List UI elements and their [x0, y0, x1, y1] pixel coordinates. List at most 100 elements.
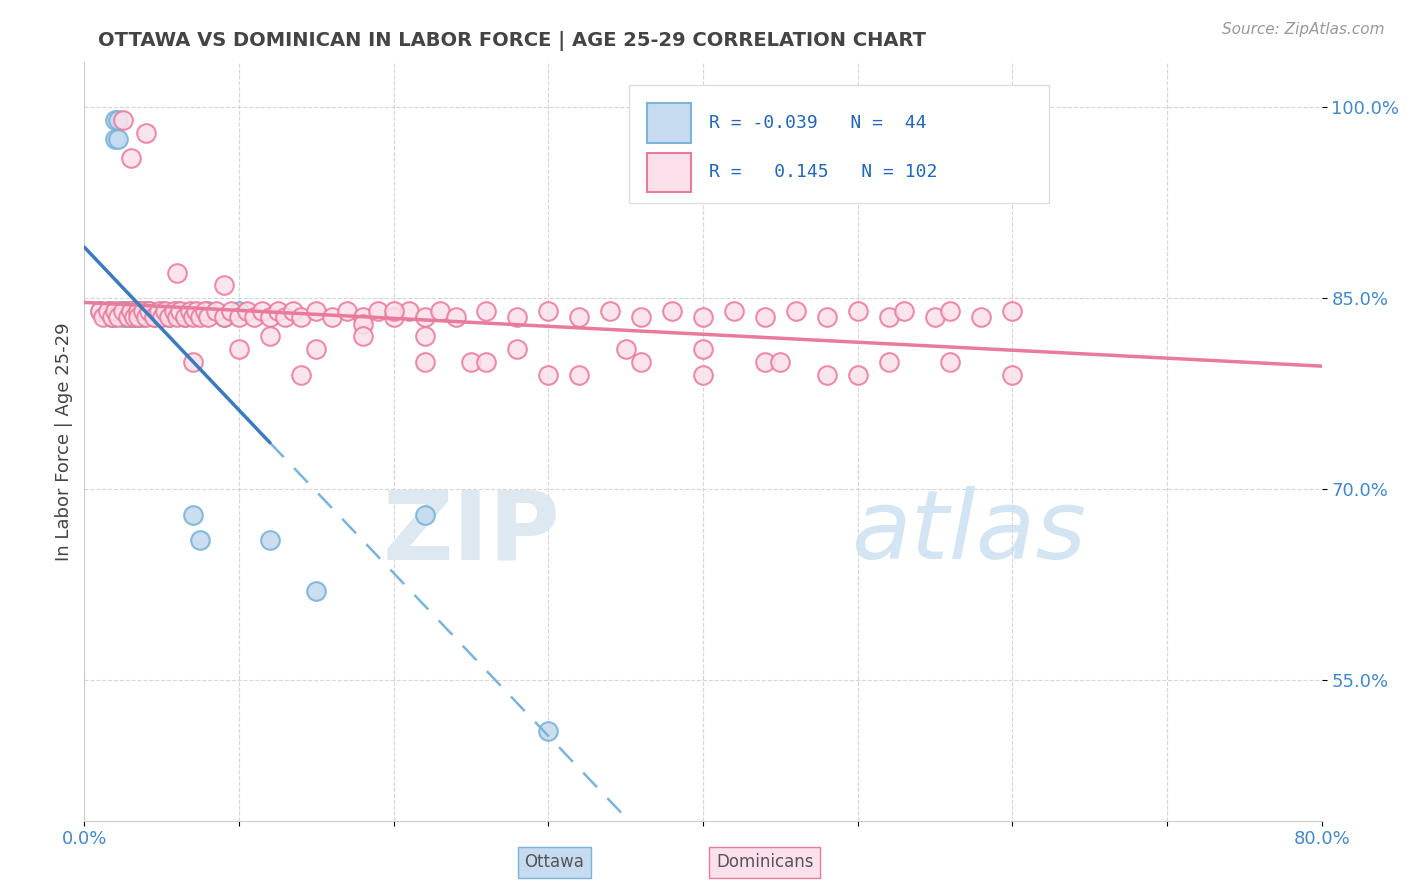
Point	[413, 508, 436, 522]
Point	[118, 310, 141, 325]
Point	[243, 310, 266, 325]
Point	[179, 304, 201, 318]
Point	[692, 310, 714, 325]
Point	[212, 310, 235, 325]
Point	[188, 533, 211, 548]
Point	[132, 304, 155, 318]
Point	[129, 310, 152, 325]
Point	[143, 310, 166, 325]
Point	[413, 355, 436, 369]
Text: R =   0.145   N = 102: R = 0.145 N = 102	[709, 163, 938, 181]
Point	[120, 304, 142, 318]
Point	[305, 342, 328, 356]
Point	[166, 266, 188, 280]
Point	[661, 304, 683, 318]
Point	[398, 304, 420, 318]
Point	[599, 304, 621, 318]
Point	[815, 368, 838, 382]
Point	[382, 304, 405, 318]
Point	[259, 329, 281, 343]
Text: OTTAWA VS DOMINICAN IN LABOR FORCE | AGE 25-29 CORRELATION CHART: OTTAWA VS DOMINICAN IN LABOR FORCE | AGE…	[98, 31, 927, 51]
Point	[537, 724, 560, 739]
Point	[89, 304, 111, 318]
Point	[150, 304, 173, 318]
Point	[259, 533, 281, 548]
Point	[846, 368, 869, 382]
Point	[970, 310, 993, 325]
Point	[96, 304, 118, 318]
Point	[132, 310, 155, 325]
Point	[429, 304, 451, 318]
Y-axis label: In Labor Force | Age 25-29: In Labor Force | Age 25-29	[55, 322, 73, 561]
Point	[117, 310, 139, 325]
Point	[630, 355, 652, 369]
Point	[89, 304, 111, 318]
Point	[114, 310, 136, 325]
Point	[96, 304, 118, 318]
Point	[112, 310, 135, 325]
Point	[382, 310, 405, 325]
Point	[413, 329, 436, 343]
Point	[250, 304, 273, 318]
Point	[614, 342, 637, 356]
Point	[127, 310, 149, 325]
Point	[163, 304, 186, 318]
Point	[537, 368, 560, 382]
Point	[460, 355, 482, 369]
Point	[117, 304, 139, 318]
Point	[352, 310, 374, 325]
Point	[174, 310, 197, 325]
Point	[112, 112, 135, 127]
Point	[537, 304, 560, 318]
Point	[754, 310, 776, 325]
Point	[184, 304, 207, 318]
Point	[197, 310, 219, 325]
Text: Ottawa: Ottawa	[524, 854, 585, 871]
Point	[138, 304, 160, 318]
Point	[352, 317, 374, 331]
Point	[181, 355, 204, 369]
Point	[815, 310, 838, 325]
Point	[107, 310, 129, 325]
Point	[219, 304, 242, 318]
Point	[101, 310, 124, 325]
Point	[228, 304, 250, 318]
Point	[120, 304, 142, 318]
Point	[127, 304, 149, 318]
Point	[104, 304, 127, 318]
Point	[104, 132, 127, 146]
Point	[150, 310, 173, 325]
Point	[939, 355, 962, 369]
Point	[235, 304, 259, 318]
Point	[125, 310, 148, 325]
Point	[785, 304, 807, 318]
Point	[135, 126, 157, 140]
Point	[181, 508, 204, 522]
Text: atlas: atlas	[852, 486, 1087, 579]
Point	[159, 310, 180, 325]
Bar	[647, 103, 690, 143]
Point	[166, 310, 188, 325]
Point	[100, 310, 122, 325]
Point	[166, 304, 188, 318]
Point	[568, 310, 591, 325]
Point	[143, 310, 166, 325]
Point	[413, 310, 436, 325]
Point	[846, 304, 869, 318]
Point	[475, 304, 498, 318]
Point	[367, 304, 389, 318]
Point	[131, 304, 153, 318]
Point	[135, 304, 157, 318]
Point	[120, 310, 142, 325]
Point	[352, 329, 374, 343]
Point	[723, 304, 745, 318]
Point	[181, 310, 204, 325]
Point	[188, 310, 211, 325]
Point	[939, 304, 962, 318]
Point	[212, 278, 235, 293]
Point	[568, 368, 591, 382]
Text: ZIP: ZIP	[382, 486, 561, 579]
Point	[112, 304, 135, 318]
Point	[197, 304, 219, 318]
Point	[101, 304, 124, 318]
